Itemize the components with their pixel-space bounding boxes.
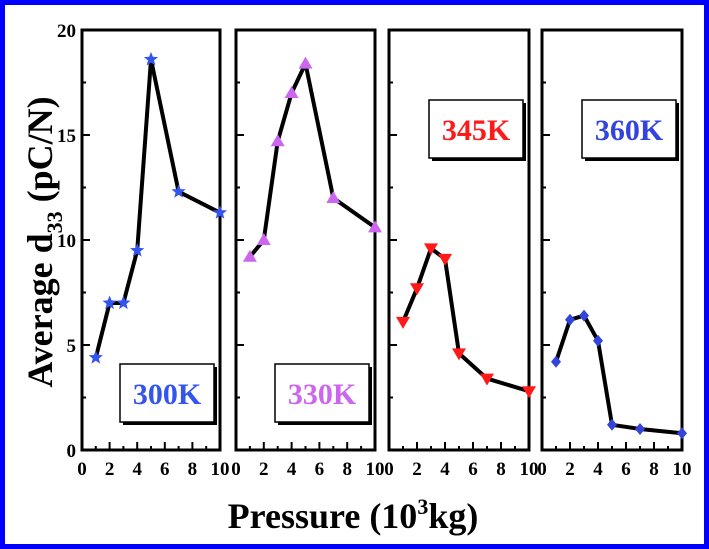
label-box	[581, 99, 677, 159]
x-tick-label: 0	[77, 459, 87, 480]
data-point-star	[102, 295, 117, 310]
panel-345K: 0 2 4 6 8 10 345K	[384, 28, 539, 480]
data-point-triangle-down	[396, 316, 410, 329]
x-tick-label: 6	[621, 459, 631, 480]
x-tick-label: 10	[366, 459, 385, 480]
x-tick-label: 0	[231, 459, 241, 480]
series-line	[401, 246, 530, 394]
data-point-star	[212, 205, 228, 219]
data-point-diamond	[607, 418, 617, 431]
data-point-triangle-down	[410, 283, 424, 296]
data-point-triangle-down	[452, 348, 466, 361]
temperature-label: 300K	[133, 378, 202, 411]
data-point-star	[171, 184, 186, 198]
data-point-star	[116, 295, 131, 310]
data-point-triangle-down	[438, 253, 452, 266]
data-point-triangle-down	[480, 373, 494, 386]
y-tick-label: 20	[57, 21, 76, 42]
series-line	[554, 313, 683, 436]
x-tick-label: 6	[468, 459, 478, 480]
y-tick-label: 0	[67, 441, 77, 462]
x-tick-label: 10	[520, 459, 539, 480]
x-tick-label: 2	[105, 459, 115, 480]
y-tick-label: 10	[57, 231, 76, 252]
y-tick-label: 15	[57, 126, 76, 147]
data-point-triangle-down	[424, 243, 438, 256]
data-point-triangle-down	[522, 386, 536, 399]
data-point-diamond	[677, 427, 687, 440]
data-point-triangle-up	[270, 134, 285, 147]
x-tick-label: 6	[160, 459, 170, 480]
data-point-diamond	[565, 313, 575, 326]
x-tick-label: 0	[537, 459, 547, 480]
data-point-diamond	[635, 423, 645, 435]
series-line	[248, 61, 377, 259]
x-tick-label: 8	[342, 459, 352, 480]
data-point-star	[88, 350, 103, 364]
temperature-label: 330K	[288, 378, 357, 411]
x-tick-label: 4	[132, 459, 142, 480]
label-box	[119, 363, 215, 423]
label-box	[428, 99, 524, 159]
data-point-triangle-up	[298, 56, 313, 69]
data-point-triangle-up	[284, 86, 299, 98]
data-point-triangle-up	[256, 233, 271, 245]
x-tick-label: 8	[496, 459, 506, 480]
data-point-diamond	[593, 334, 603, 347]
label-box	[274, 363, 370, 423]
x-tick-label: 2	[412, 459, 422, 480]
x-tick-label: 2	[565, 459, 575, 480]
x-axis-title: Pressure (103kg)	[228, 494, 479, 536]
x-tick-label: 4	[440, 459, 450, 480]
x-tick-label: 10	[673, 459, 692, 480]
panel-frame	[387, 28, 531, 452]
x-tick-label: 4	[287, 459, 297, 480]
x-tick-label: 8	[188, 459, 198, 480]
x-tick-label: 0	[384, 459, 394, 480]
x-tick-label: 8	[649, 459, 659, 480]
data-point-diamond	[551, 355, 561, 368]
x-tick-label: 6	[315, 459, 325, 480]
temperature-label: 360K	[595, 114, 664, 147]
series-line	[93, 57, 221, 359]
data-point-triangle-up	[242, 249, 257, 262]
panel-frame	[540, 28, 684, 452]
y-tick-label: 5	[67, 336, 77, 357]
temperature-label: 345K	[442, 114, 511, 147]
panel-330K: 0 2 4 6 8 10 330K	[231, 28, 385, 480]
data-point-star	[130, 243, 145, 257]
data-point-diamond	[579, 309, 589, 322]
data-point-triangle-up	[368, 220, 382, 233]
data-point-star	[143, 51, 159, 66]
y-axis-title: Average d33 (pC/N)	[20, 96, 67, 387]
x-tick-label: 10	[211, 459, 230, 480]
panel-360K: 0 2 4 6 8 10 360K	[537, 28, 692, 480]
x-tick-label: 4	[593, 459, 603, 480]
data-point-triangle-up	[326, 191, 341, 203]
x-tick-label: 2	[259, 459, 269, 480]
